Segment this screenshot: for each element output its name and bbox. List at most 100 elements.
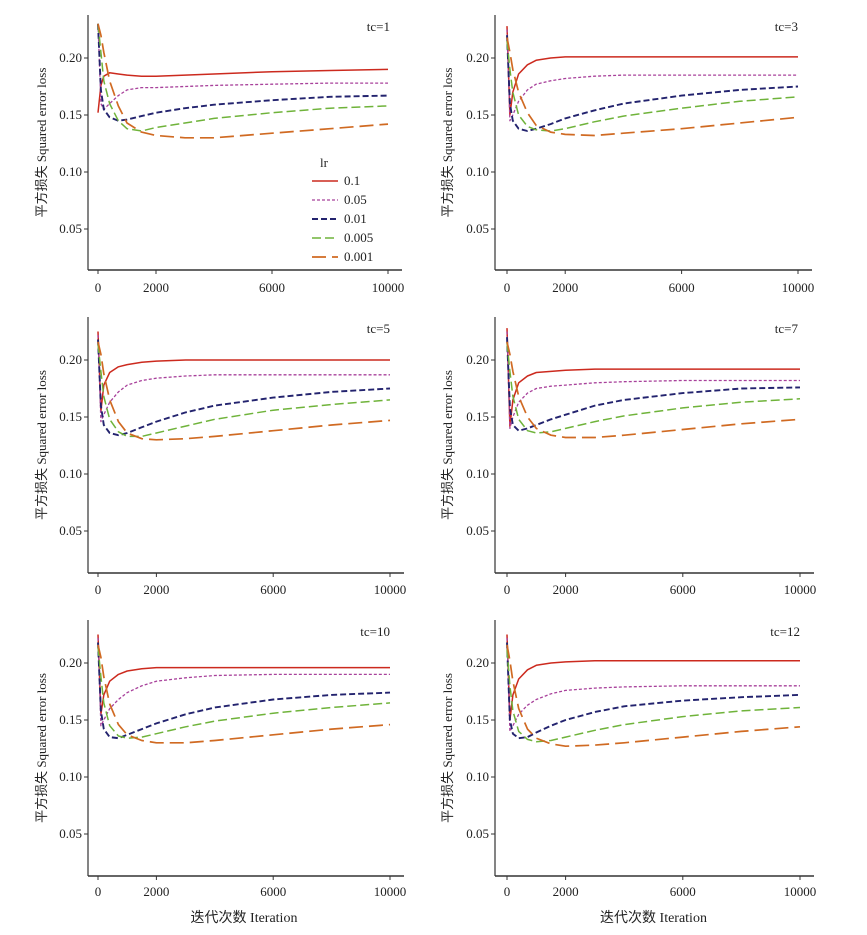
panel-title: tc=3	[775, 19, 798, 34]
x-tick-label: 6000	[259, 280, 285, 295]
y-axis-label: 平方损失 Squared error loss	[34, 673, 49, 823]
y-axis-label: 平方损失 Squared error loss	[34, 370, 49, 520]
series-line-lr-0.01	[97, 23, 389, 122]
y-tick-label: 0.10	[59, 466, 82, 481]
x-tick-label: 0	[95, 582, 102, 597]
series-line-lr-0.001	[506, 644, 801, 748]
series-line-lr-0.01	[506, 337, 801, 432]
x-tick-label: 10000	[374, 582, 407, 597]
series-line-lr-0.05	[506, 331, 800, 430]
series-line-lr-0.01	[506, 35, 799, 132]
series-line-lr-0.1	[506, 634, 800, 721]
y-tick-label: 0.15	[466, 409, 489, 424]
series-line-lr-0.005	[97, 343, 391, 438]
x-tick-label: 10000	[784, 582, 817, 597]
y-axis-label: 平方损失 Squared error loss	[34, 68, 49, 218]
legend-title: lr	[320, 155, 329, 170]
y-tick-label: 0.10	[466, 769, 489, 784]
series-line-lr-0.1	[97, 331, 390, 413]
series-line-lr-0.01	[506, 642, 801, 740]
y-tick-label: 0.10	[59, 164, 82, 179]
series-line-lr-0.1	[97, 68, 389, 113]
y-tick-label: 0.10	[466, 466, 489, 481]
y-tick-label: 0.20	[59, 352, 82, 367]
series-line-lr-0.01	[97, 339, 391, 437]
y-tick-label: 0.15	[59, 712, 82, 727]
y-tick-label: 0.15	[59, 107, 82, 122]
series-line-lr-0.005	[97, 646, 391, 739]
x-axis-label: 迭代次数 Iteration	[191, 910, 298, 926]
x-tick-label: 6000	[670, 884, 696, 899]
y-tick-label: 0.15	[59, 409, 82, 424]
series-line-lr-0.05	[97, 23, 388, 110]
y-tick-label: 0.05	[466, 523, 489, 538]
x-tick-label: 10000	[784, 884, 817, 899]
x-tick-label: 0	[95, 884, 102, 899]
x-tick-label: 2000	[143, 582, 169, 597]
y-axis-label: 平方损失 Squared error loss	[440, 673, 455, 823]
y-tick-label: 0.05	[466, 826, 489, 841]
x-tick-label: 2000	[143, 884, 169, 899]
legend: lr 0.1 0.05 0.01 0.005 0.001	[312, 155, 373, 264]
series-line-lr-0.005	[506, 40, 799, 132]
series-line-lr-0.001	[97, 341, 391, 441]
x-tick-label: 0	[95, 280, 102, 295]
x-tick-label: 6000	[260, 884, 286, 899]
x-tick-label: 2000	[553, 884, 579, 899]
x-tick-label: 2000	[553, 582, 579, 597]
chart-panel-3: 0.20 0.15 0.10 0.05 0 2000 6000 10000 平方损失 Squar…	[34, 317, 406, 597]
y-tick-label: 0.20	[466, 655, 489, 670]
panel-title: tc=5	[367, 321, 390, 336]
series-line-lr-0.001	[97, 644, 391, 744]
y-tick-label: 0.05	[59, 826, 82, 841]
y-tick-label: 0.10	[59, 769, 82, 784]
panel-title: tc=1	[367, 19, 390, 34]
y-tick-label: 0.20	[59, 50, 82, 65]
y-tick-label: 0.10	[466, 164, 489, 179]
y-tick-label: 0.15	[466, 107, 489, 122]
y-tick-label: 0.20	[466, 352, 489, 367]
x-tick-label: 6000	[670, 582, 696, 597]
y-tick-label: 0.20	[466, 50, 489, 65]
y-tick-label: 0.15	[466, 712, 489, 727]
series-line-lr-0.005	[506, 342, 801, 434]
x-tick-label: 0	[504, 582, 511, 597]
x-tick-label: 6000	[260, 582, 286, 597]
chart-panel-6: 0.20 0.15 0.10 0.05 0 2000 6000 10000 平方损失 Squar…	[440, 620, 816, 926]
legend-label: 0.001	[344, 249, 373, 264]
series-line-lr-0.05	[97, 334, 390, 423]
chart-panel-1: 0.20 0.15 0.10 0.05 0 2000 6000 10000 平方损失 Squar…	[34, 15, 404, 295]
chart-panel-4: 0.20 0.15 0.10 0.05 0 2000 6000 10000 平方损失 Squar…	[440, 317, 816, 597]
x-tick-label: 10000	[374, 884, 407, 899]
y-axis-label: 平方损失 Squared error loss	[440, 370, 455, 520]
series-line-lr-0.05	[506, 637, 800, 733]
panel-title: tc=12	[770, 624, 800, 639]
series-line-lr-0.005	[97, 23, 389, 132]
x-tick-label: 10000	[372, 280, 405, 295]
series-line-lr-0.01	[97, 642, 391, 740]
series-line-lr-0.005	[506, 649, 801, 743]
series-line-lr-0.1	[506, 26, 798, 116]
legend-label: 0.005	[344, 230, 373, 245]
legend-label: 0.05	[344, 192, 367, 207]
panel-title: tc=7	[775, 321, 799, 336]
y-tick-label: 0.20	[59, 655, 82, 670]
series-line-lr-0.1	[506, 328, 800, 427]
y-axis-label: 平方损失 Squared error loss	[440, 68, 455, 218]
x-tick-label: 2000	[552, 280, 578, 295]
legend-label: 0.01	[344, 211, 367, 226]
series-line-lr-0.001	[506, 37, 799, 137]
x-tick-label: 0	[504, 280, 511, 295]
series-line-lr-0.001	[506, 341, 801, 439]
series-line-lr-0.05	[506, 29, 798, 122]
x-tick-label: 6000	[669, 280, 695, 295]
y-tick-label: 0.05	[466, 221, 489, 236]
x-axis-label: 迭代次数 Iteration	[600, 910, 707, 926]
x-tick-label: 0	[504, 884, 511, 899]
series-line-lr-0.1	[97, 634, 390, 716]
y-tick-label: 0.05	[59, 523, 82, 538]
x-tick-label: 2000	[143, 280, 169, 295]
chart-panel-2: 0.20 0.15 0.10 0.05 0 2000 6000 10000 平方损失 Squar…	[440, 15, 814, 295]
x-tick-label: 10000	[782, 280, 815, 295]
